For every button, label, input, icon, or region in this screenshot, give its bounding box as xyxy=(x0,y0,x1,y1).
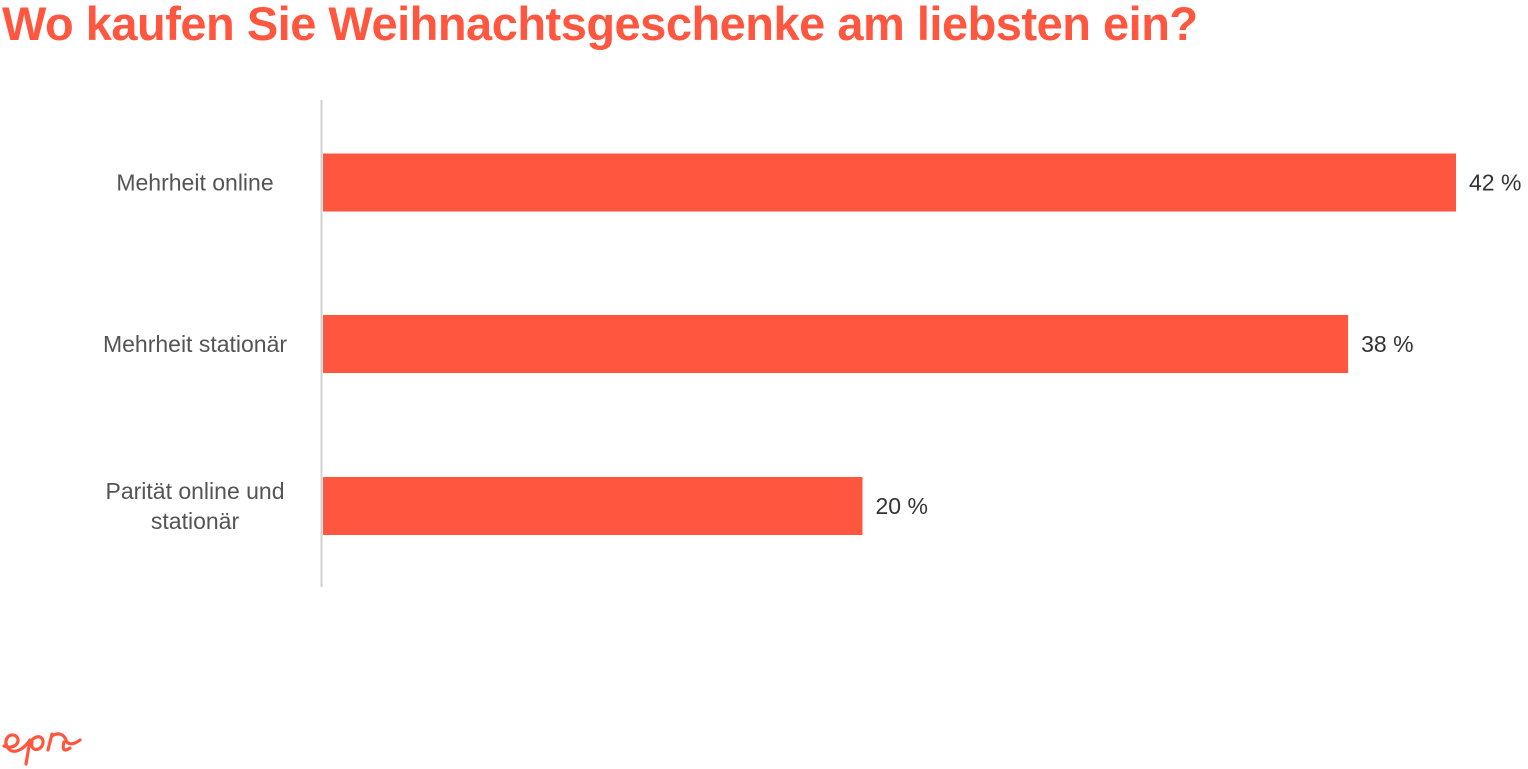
bars-layer: 42 % Mehrheit online 38 % Mehrheit stationä… xyxy=(103,153,1521,535)
category-label-line: Parität online und xyxy=(105,478,284,504)
bar xyxy=(323,477,863,535)
value-label: 38 % xyxy=(1361,331,1413,357)
category-label: Mehrheit stationär xyxy=(103,331,287,357)
category-label: Parität online und stationär xyxy=(105,478,284,534)
bar xyxy=(323,153,1456,212)
epi-logo-icon xyxy=(2,732,82,766)
category-label-line: Mehrheit online xyxy=(116,170,273,196)
value-label: 42 % xyxy=(1469,170,1521,196)
bar xyxy=(323,315,1349,373)
value-label: 20 % xyxy=(876,493,928,519)
category-label-line: Mehrheit stationär xyxy=(103,331,287,357)
category-label: Mehrheit online xyxy=(116,170,273,196)
category-label-line: stationär xyxy=(151,508,240,534)
chart-title: Wo kaufen Sie Weihnachtsgeschenke am lie… xyxy=(2,0,1198,50)
